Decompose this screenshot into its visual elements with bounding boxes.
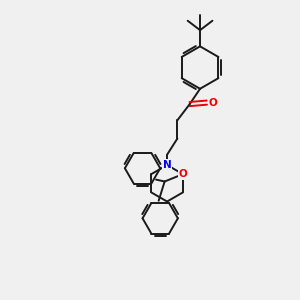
Text: O: O <box>209 98 218 108</box>
Text: N: N <box>163 160 172 170</box>
Text: O: O <box>178 169 187 179</box>
